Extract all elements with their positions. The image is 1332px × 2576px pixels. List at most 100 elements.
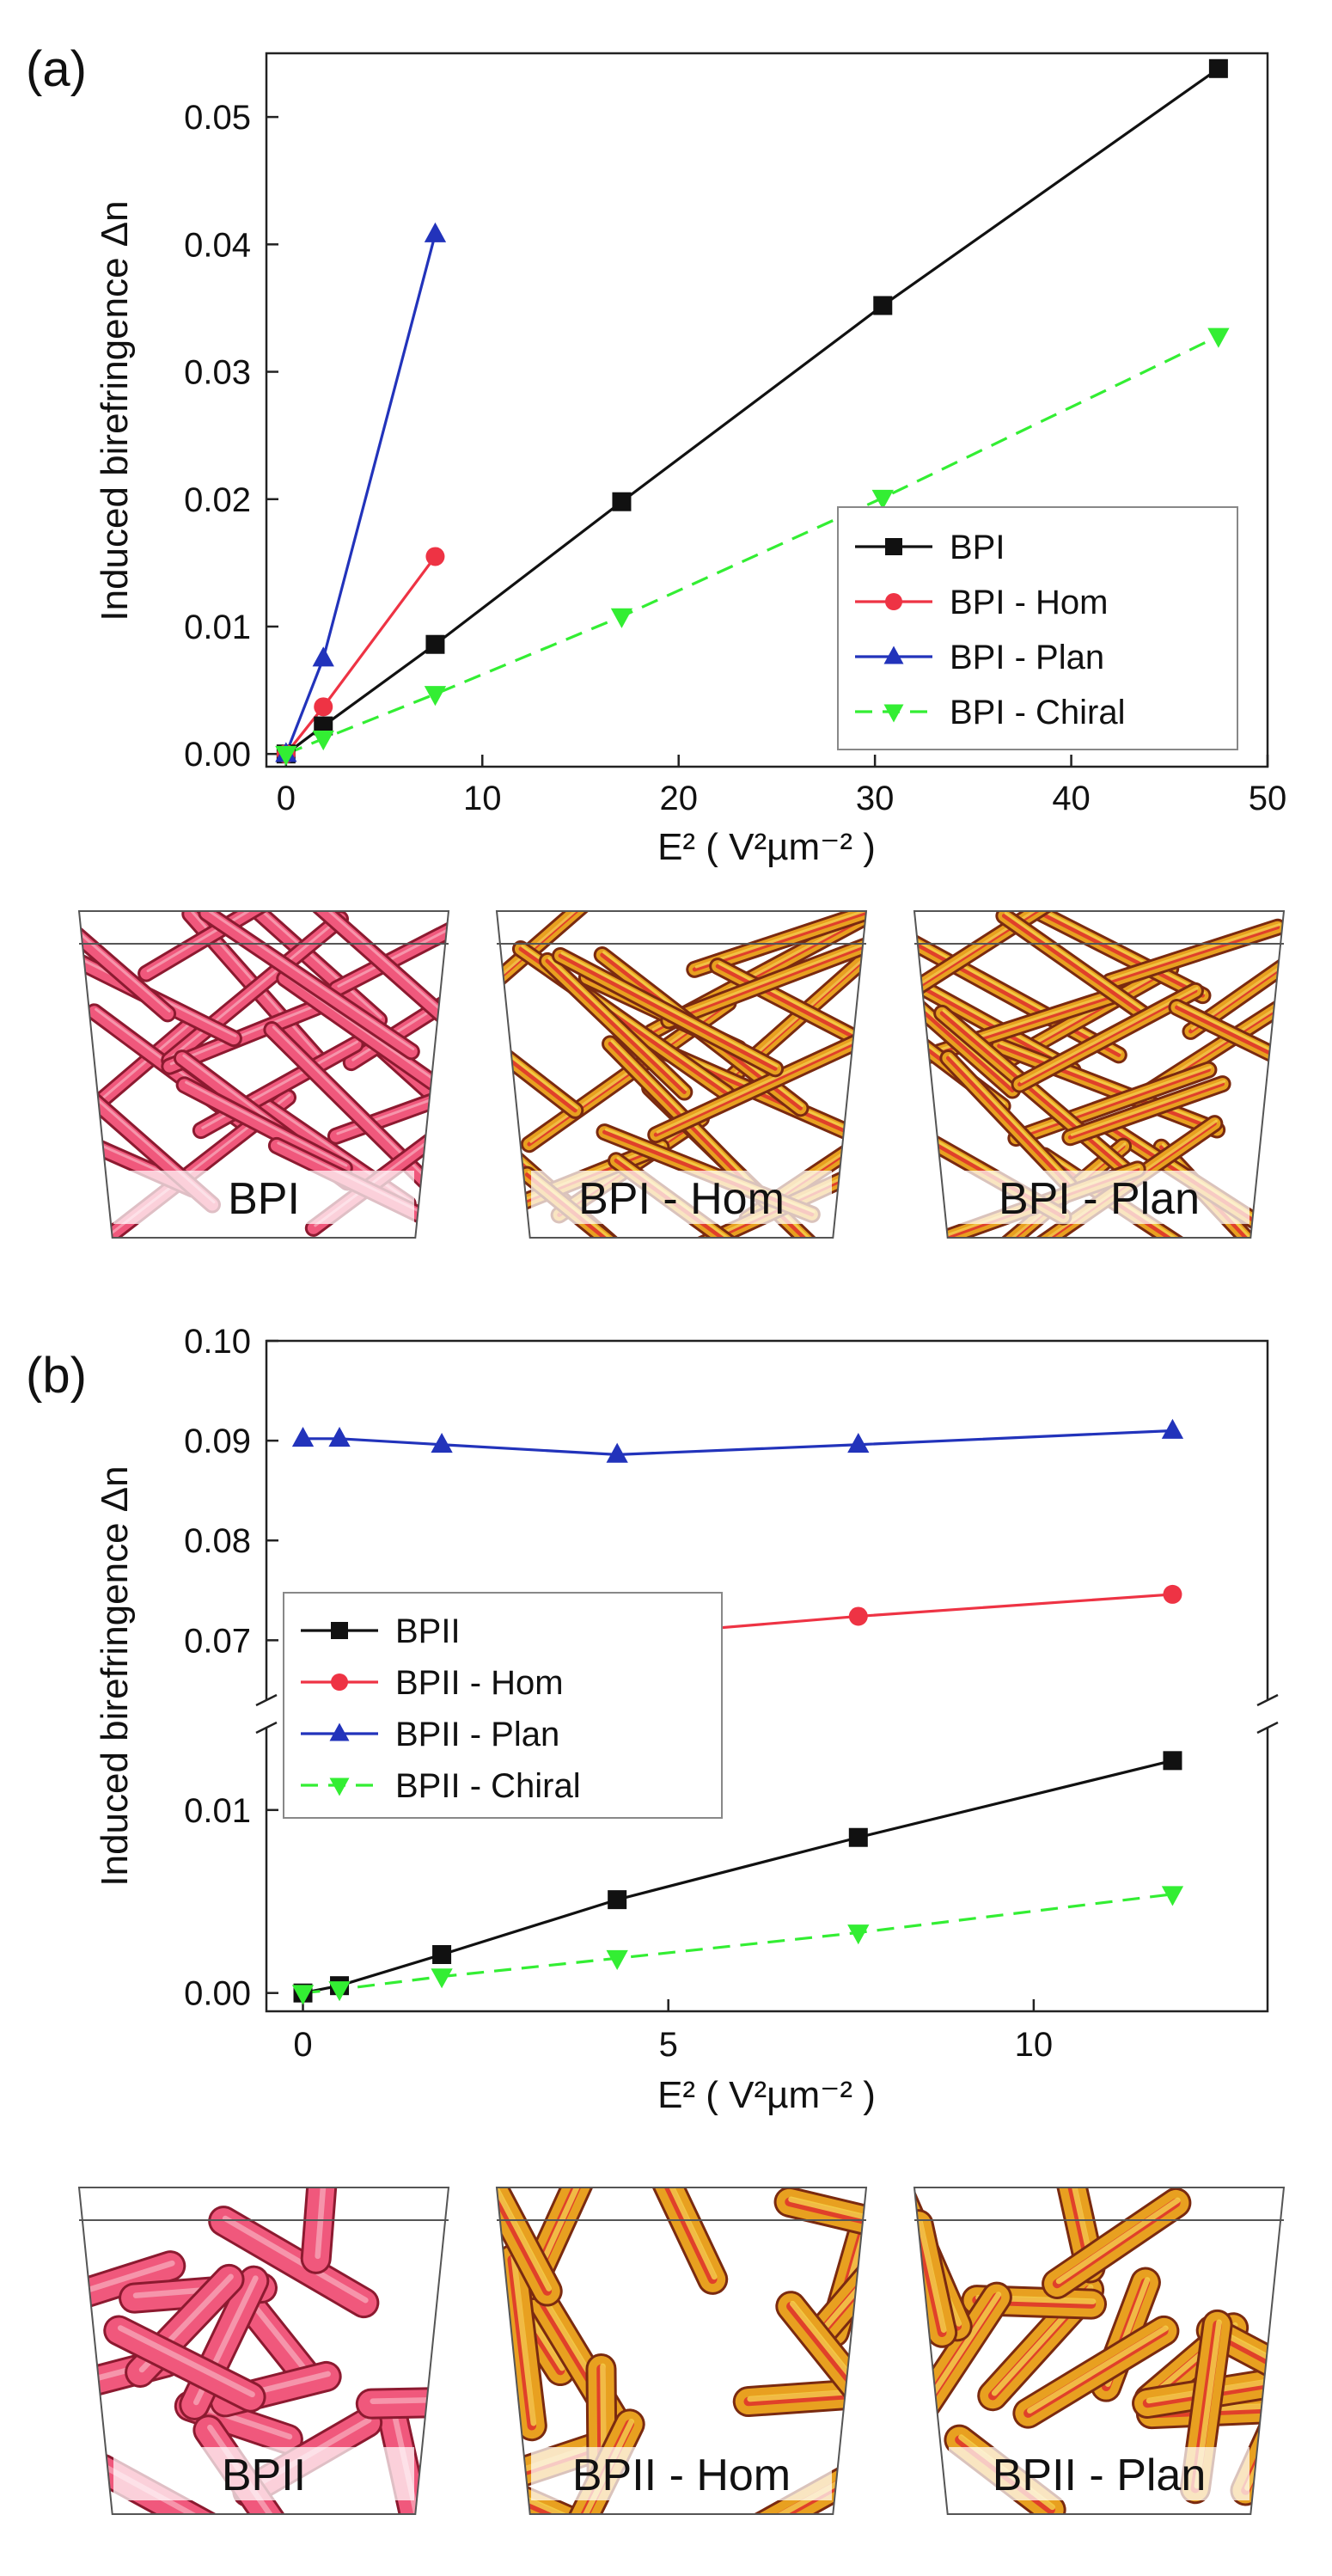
data-point-a-3 <box>312 731 334 751</box>
series-line-a-3 <box>285 334 1219 756</box>
x-axis-title-a: E² ( V²µm⁻² ) <box>657 826 876 868</box>
data-point-b-3 <box>1161 1886 1184 1906</box>
data-point-a-0 <box>873 296 893 315</box>
structure-label-row_a-1: BPI - Hom <box>578 1174 785 1224</box>
structure-images-a: BPI BPI - Hom BPI - Plan <box>77 910 1286 1239</box>
data-point-b-0 <box>432 1945 452 1964</box>
legend-marker-a-0 <box>885 538 902 555</box>
structure-image-row_a-1 <box>495 910 868 1239</box>
y-tick-label-a: 0.03 <box>184 354 251 392</box>
structure-label-row_b-0: BPII <box>222 2451 306 2500</box>
x-tick-label-a: 40 <box>1052 780 1091 817</box>
data-point-a-0 <box>612 492 632 511</box>
data-point-b-3 <box>431 1968 453 1989</box>
legend-label-b-0: BPII <box>395 1612 461 1650</box>
data-point-b-3 <box>847 1924 870 1945</box>
data-point-b-0 <box>848 1827 868 1847</box>
data-point-b-0 <box>608 1890 627 1910</box>
plot-frame-b <box>265 1339 1269 2013</box>
data-point-a-1 <box>314 697 333 717</box>
y-tick-label-b-upper: 0.10 <box>184 1323 251 1361</box>
data-point-b-2 <box>328 1427 351 1447</box>
ticks-b: 0 5 10 0.00 0.01 0.07 0.08 0.09 0.10 <box>184 1323 1053 2064</box>
data-point-b-2 <box>606 1442 628 1463</box>
x-tick-label-a: 50 <box>1249 780 1287 817</box>
structure-images-b: BPII BPII - Hom BPII - Plan <box>77 2187 1286 2515</box>
x-tick-label-b: 10 <box>1015 2026 1054 2064</box>
data-point-a-0 <box>425 634 445 654</box>
structure-label-row_b-2: BPII - Plan <box>993 2451 1207 2500</box>
chart-a: (a) 0 10 20 30 40 500.000.010.020.030.040.05 … <box>26 41 1286 868</box>
legend-marker-a-2 <box>883 646 904 664</box>
data-point-b-3 <box>606 1949 628 1971</box>
data-point-a-1 <box>425 547 445 566</box>
structure-label-row_b-1: BPII - Hom <box>572 2451 791 2500</box>
x-tick-label-b: 5 <box>659 2026 678 2064</box>
y-axis-title-b: Induced birefringence Δn <box>94 1465 136 1886</box>
legend-marker-b-1 <box>331 1673 348 1691</box>
legend-marker-b-3 <box>329 1778 350 1796</box>
legend-label-b-2: BPII - Plan <box>395 1716 559 1753</box>
legend-label-a-2: BPI - Plan <box>950 639 1104 676</box>
structure-label-bg-row_a-2 <box>949 1171 1250 1224</box>
data-point-b-0 <box>1163 1751 1182 1771</box>
data-point-a-3 <box>610 608 633 628</box>
chart-b: (b) 0 5 10 0.00 0.01 0.07 0.08 0.09 0.10 Induced… <box>26 1323 1279 2116</box>
y-tick-label-b-upper: 0.08 <box>184 1522 251 1560</box>
structure-image-row_a-2 <box>913 910 1286 1239</box>
plot-frame-a <box>265 52 1269 768</box>
data-point-a-2 <box>424 222 447 242</box>
series-line-a-1 <box>284 555 437 756</box>
structure-label-bg-row_b-1 <box>531 2447 832 2500</box>
data-point-b-2 <box>1161 1418 1184 1439</box>
y-tick-label-b-upper: 0.09 <box>184 1423 251 1460</box>
data-point-b-3 <box>328 1981 351 2002</box>
x-tick-label-a: 20 <box>659 780 698 817</box>
data-point-a-0 <box>1208 58 1228 78</box>
y-tick-label-a: 0.01 <box>184 609 251 646</box>
y-axis-title-a: Induced birefringence Δn <box>94 200 136 621</box>
x-axis-title-b: E² ( V²µm⁻² ) <box>657 2074 876 2116</box>
legend-label-a-0: BPI <box>950 529 1005 566</box>
structure-label-bg-row_b-0 <box>113 2447 414 2500</box>
data-point-a-3 <box>871 489 894 511</box>
x-tick-label-a: 10 <box>463 780 502 817</box>
y-tick-label-a: 0.00 <box>184 736 251 774</box>
panel-label-b: (b) <box>26 1348 87 1404</box>
data-point-b-1 <box>1163 1584 1182 1604</box>
legend-marker-b-2 <box>329 1722 350 1741</box>
data-point-b-2 <box>431 1433 453 1453</box>
y-tick-label-a: 0.04 <box>184 226 251 264</box>
x-tick-label-a: 30 <box>856 780 895 817</box>
x-tick-label-b: 0 <box>293 2026 312 2064</box>
legend-a: BPI BPI - Hom BPI - Plan BPI - Chiral <box>837 506 1238 750</box>
structure-label-row_a-2: BPI - Plan <box>999 1174 1200 1224</box>
data-point-b-3 <box>291 1985 315 2005</box>
axis-break-marks-b <box>255 1693 1279 1735</box>
series-line-b-3 <box>302 1893 1173 1995</box>
legend-label-a-3: BPI - Chiral <box>950 694 1126 731</box>
data-point-b-2 <box>291 1427 315 1447</box>
structure-label-bg-row_a-0 <box>113 1171 414 1224</box>
data-point-a-2 <box>312 646 334 667</box>
markers-a <box>275 58 1230 766</box>
ticks-a: 0 10 20 30 40 50 0.00 0.01 0.02 0.03 0.04 0.05 <box>184 99 1286 817</box>
structure-label-bg-row_a-1 <box>531 1171 832 1224</box>
legend-label-b-1: BPII - Hom <box>395 1664 564 1702</box>
data-point-a-3 <box>424 686 447 707</box>
panel-label-a: (a) <box>26 41 87 97</box>
y-tick-label-a: 0.05 <box>184 99 251 137</box>
y-tick-label-a: 0.02 <box>184 481 251 519</box>
y-tick-label-b-lower: 0.00 <box>184 1975 251 2013</box>
legend-label-a-1: BPI - Hom <box>950 584 1108 621</box>
series-line-a-2 <box>284 234 437 755</box>
x-tick-label-a: 0 <box>277 780 296 817</box>
data-point-b-1 <box>848 1606 868 1626</box>
y-tick-label-b-upper: 0.07 <box>184 1622 251 1660</box>
data-point-a-3 <box>275 745 297 766</box>
legend-marker-a-1 <box>885 593 902 610</box>
structure-label-row_a-0: BPI <box>228 1174 300 1224</box>
legend-marker-b-0 <box>331 1622 348 1639</box>
structure-label-bg-row_b-2 <box>949 2447 1250 2500</box>
